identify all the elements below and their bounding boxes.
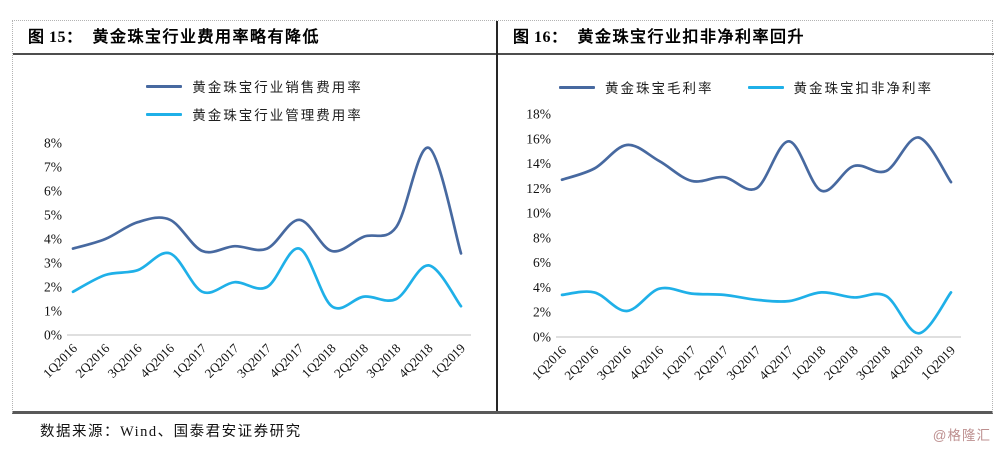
series-line [560, 136, 953, 193]
x-category-label: 2Q2017 [691, 342, 732, 383]
x-category-label: 4Q2017 [266, 340, 307, 381]
figure-15-title-row: 图 15： 黄金珠宝行业费用率略有降低 [13, 21, 496, 55]
x-category-label: 2Q2018 [331, 341, 371, 381]
legend-item: 黄金珠宝行业管理费用率 [146, 104, 363, 124]
data-source-label: 数据来源：Wind、国泰君安证券研究 [40, 424, 302, 440]
x-category-label: 3Q2016 [594, 342, 635, 383]
x-category-label: 1Q2016 [529, 342, 570, 383]
x-category-label: 2Q2016 [561, 342, 602, 383]
figure-15-legend: 黄金珠宝行业销售费用率 黄金珠宝行业管理费用率 [13, 76, 496, 124]
y-tick-label: 6% [533, 255, 551, 270]
y-tick-label: 8% [44, 136, 62, 151]
figure-16-line-chart: 0%2%4%6%8%10%12%14%16%18%1Q20162Q20163Q2… [526, 107, 961, 383]
legend-line-swatch [559, 85, 595, 89]
figure-footer: 数据来源：Wind、国泰君安证券研究 @格隆汇 [12, 420, 991, 444]
legend-line-swatch [146, 112, 183, 116]
x-category-label: 2Q2016 [72, 340, 113, 381]
legend-label: 黄金珠宝扣非净利率 [793, 81, 933, 96]
legend-item: 黄金珠宝行业销售费用率 [146, 76, 363, 96]
figure-16-title-text: 黄金珠宝行业扣非净利率回升 [577, 29, 806, 46]
x-category-label: 3Q2018 [853, 343, 893, 383]
x-category-label: 1Q2018 [299, 341, 339, 381]
x-category-label: 2Q2017 [202, 340, 243, 381]
chart-panel-figure-16: 图 16： 黄金珠宝行业扣非净利率回升 黄金珠宝毛利率 黄金珠宝扣非净利率 0% 2%… [496, 21, 994, 411]
y-tick-label: 16% [526, 131, 551, 146]
x-category-label: 1Q2017 [169, 340, 210, 381]
y-tick-label: 14% [526, 156, 551, 171]
figure-16-number-label: 图 16： [513, 29, 568, 46]
x-category-label: 3Q2018 [363, 341, 403, 381]
figure-15-chart-area: 黄金珠宝行业销售费用率 黄金珠宝行业管理费用率 0% 1% 2% 3% 4% 5% 6% 7% 8… [13, 55, 496, 410]
watermark-gelonghui: @格隆汇 [932, 428, 991, 443]
figure-15-title-text: 黄金珠宝行业费用率略有降低 [92, 29, 321, 46]
x-category-label: 4Q2018 [885, 343, 925, 383]
figure-15-number-label: 图 15： [28, 29, 83, 46]
x-category-label: 4Q2016 [626, 342, 667, 383]
x-category-label: 1Q2019 [428, 341, 468, 381]
y-tick-label: 2% [44, 280, 62, 295]
figure-16-title-row: 图 16： 黄金珠宝行业扣非净利率回升 [498, 21, 994, 55]
y-tick-label: 0% [533, 330, 551, 345]
figure-box: 图 15： 黄金珠宝行业费用率略有降低 黄金珠宝行业销售费用率 黄金珠宝行业管理费用… [12, 20, 994, 414]
y-tick-label: 1% [44, 304, 62, 319]
legend-item: 黄金珠宝扣非净利率 [747, 77, 934, 97]
x-category-label: 1Q2017 [659, 342, 700, 383]
x-category-label: 3Q2016 [105, 340, 146, 381]
y-tick-label: 4% [44, 232, 62, 247]
legend-line-swatch [747, 85, 784, 89]
legend-label: 黄金珠宝行业销售费用率 [192, 80, 363, 95]
x-category-label: 1Q2016 [40, 340, 81, 381]
chart-panel-figure-15: 图 15： 黄金珠宝行业费用率略有降低 黄金珠宝行业销售费用率 黄金珠宝行业管理费用… [13, 21, 496, 411]
legend-label: 黄金珠宝行业管理费用率 [192, 108, 363, 123]
y-tick-label: 3% [44, 256, 62, 271]
legend-item: 黄金珠宝毛利率 [559, 77, 714, 97]
figure-16-legend: 黄金珠宝毛利率 黄金珠宝扣非净利率 [498, 77, 994, 97]
y-tick-label: 7% [44, 160, 62, 175]
x-category-label: 2Q2018 [821, 343, 861, 383]
x-category-label: 1Q2018 [788, 343, 828, 383]
y-tick-label: 12% [526, 181, 551, 196]
x-category-label: 1Q2019 [918, 343, 958, 383]
legend-line-swatch [146, 84, 183, 88]
series-line [71, 146, 463, 255]
y-tick-label: 6% [44, 184, 62, 199]
x-category-label: 3Q2017 [723, 342, 764, 383]
y-tick-label: 0% [44, 328, 62, 343]
x-category-label: 4Q2018 [396, 341, 436, 381]
figure-16-chart-area: 黄金珠宝毛利率 黄金珠宝扣非净利率 0% 2% 4% 6% 8% 10% 12% 14% 16% 1… [498, 55, 994, 410]
legend-label: 黄金珠宝毛利率 [605, 81, 714, 96]
y-tick-label: 8% [533, 230, 551, 245]
y-tick-label: 5% [44, 208, 62, 223]
x-category-label: 3Q2017 [234, 340, 275, 381]
y-tick-label: 18% [526, 107, 551, 122]
y-tick-label: 10% [526, 206, 551, 221]
y-tick-label: 4% [533, 280, 551, 295]
x-category-label: 4Q2016 [137, 340, 178, 381]
series-line [71, 247, 463, 310]
y-tick-label: 2% [533, 305, 551, 320]
x-category-label: 4Q2017 [756, 342, 797, 383]
series-line [560, 286, 953, 335]
figure-15-line-chart: 0%1%2%3%4%5%6%7%8%1Q20162Q20163Q20164Q20… [40, 136, 471, 381]
